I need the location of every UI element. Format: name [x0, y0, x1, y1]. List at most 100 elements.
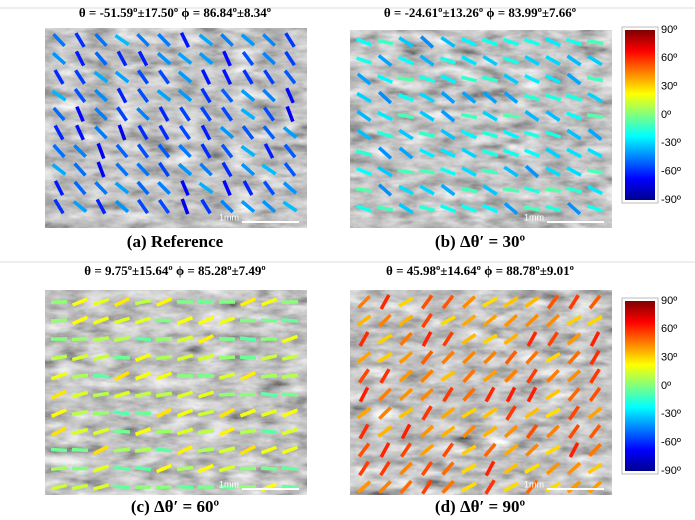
- orientation-vector: [137, 124, 149, 141]
- orientation-vector: [116, 87, 128, 104]
- orientation-vector: [355, 204, 373, 213]
- orientation-vector: [94, 107, 108, 121]
- orientation-vector: [239, 355, 257, 360]
- orientation-vector: [92, 483, 110, 491]
- orientation-vector: [71, 427, 89, 436]
- orientation-vector: [53, 180, 65, 196]
- orientation-vector: [200, 87, 212, 104]
- orientation-vector: [75, 105, 85, 123]
- orientation-vector: [92, 354, 110, 361]
- orientation-vector: [285, 87, 295, 104]
- orientation-vector: [502, 187, 520, 193]
- orientation-vector: [219, 125, 235, 140]
- orientation-vector: [218, 426, 236, 437]
- orientation-vector: [218, 392, 236, 397]
- orientation-vector: [484, 479, 496, 495]
- orientation-vector: [398, 184, 414, 196]
- orientation-vector: [93, 70, 109, 84]
- orientation-vector: [399, 461, 413, 476]
- orientation-vector: [180, 179, 190, 197]
- orientation-vector: [113, 410, 131, 416]
- orientation-vector: [524, 109, 540, 123]
- orientation-vector: [418, 74, 436, 84]
- orientation-vector: [526, 331, 538, 347]
- orientation-vector: [442, 386, 454, 403]
- colorbar-tick-label: 90º: [661, 295, 677, 307]
- orientation-vector: [94, 51, 108, 66]
- orientation-vector: [134, 410, 152, 416]
- orientation-vector: [586, 113, 604, 119]
- orientation-vector: [441, 442, 455, 458]
- orientation-vector: [92, 391, 110, 398]
- orientation-vector: [52, 32, 66, 48]
- orientation-vector: [439, 56, 457, 65]
- orientation-vector: [178, 124, 192, 141]
- orientation-vector: [358, 460, 370, 477]
- orientation-vector: [482, 333, 498, 345]
- orientation-vector: [134, 352, 152, 363]
- orientation-vector: [398, 36, 414, 48]
- orientation-vector: [441, 294, 455, 310]
- orientation-vector: [503, 313, 519, 328]
- orientation-vector: [240, 162, 256, 177]
- orientation-vector: [93, 88, 109, 103]
- orientation-vector: [260, 297, 278, 307]
- orientation-vector: [419, 424, 435, 439]
- orientation-vector: [281, 318, 299, 323]
- orientation-vector: [117, 124, 127, 141]
- orientation-vector: [53, 198, 65, 215]
- orientation-vector: [73, 88, 87, 103]
- orientation-vector: [92, 410, 110, 416]
- orientation-vector: [262, 51, 276, 66]
- orientation-vector: [283, 69, 297, 85]
- colorbar: [625, 301, 655, 471]
- orientation-vector: [379, 294, 391, 310]
- orientation-vector: [198, 33, 214, 47]
- orientation-vector: [239, 408, 257, 418]
- orientation-vector: [155, 463, 173, 474]
- orientation-vector: [481, 130, 499, 139]
- orientation-vector: [239, 484, 257, 490]
- orientation-vector: [503, 462, 519, 475]
- scale-bar-label: 1mm: [524, 479, 544, 489]
- orientation-vector: [484, 386, 496, 403]
- orientation-vector: [220, 143, 234, 159]
- orientation-vector: [525, 479, 539, 495]
- orientation-vector: [220, 106, 234, 122]
- orientation-vector: [503, 443, 519, 457]
- orientation-vector: [71, 353, 89, 362]
- orientation-vector: [566, 72, 582, 86]
- orientation-vector: [505, 405, 517, 421]
- orientation-vector: [545, 313, 561, 328]
- orientation-vector: [356, 351, 372, 364]
- orientation-vector: [177, 162, 193, 177]
- orientation-vector: [523, 148, 541, 158]
- orientation-vector: [378, 313, 392, 328]
- orientation-vector: [221, 69, 233, 85]
- orientation-vector: [93, 444, 109, 456]
- orientation-vector: [398, 314, 414, 327]
- orientation-vector: [461, 166, 477, 177]
- orientation-vector: [261, 199, 277, 214]
- orientation-vector: [588, 387, 602, 402]
- orientation-vector: [260, 466, 278, 471]
- orientation-vector: [155, 447, 173, 453]
- orientation-vector: [158, 106, 170, 122]
- orientation-vector: [545, 352, 561, 363]
- orientation-vector: [114, 296, 130, 308]
- orientation-vector: [284, 50, 296, 67]
- orientation-vector: [179, 106, 191, 122]
- orientation-vector: [114, 181, 130, 195]
- orientation-vector: [281, 445, 299, 455]
- orientation-vector: [524, 54, 540, 67]
- orientation-vector: [420, 294, 434, 310]
- orientation-vector: [285, 105, 295, 123]
- orientation-vector: [50, 318, 68, 323]
- orientation-vector: [377, 351, 393, 364]
- orientation-vector: [115, 162, 129, 177]
- orientation-vector: [524, 73, 540, 85]
- orientation-vector: [50, 483, 68, 491]
- orientation-vector: [566, 166, 582, 177]
